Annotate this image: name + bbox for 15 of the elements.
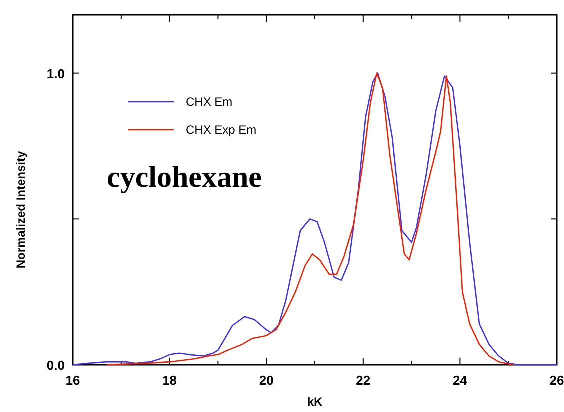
y-tick-label: 1.0 bbox=[46, 66, 65, 82]
y-axis-title: Normalized Intensity bbox=[14, 150, 28, 269]
x-tick-label: 18 bbox=[162, 373, 178, 388]
x-axis-title: kK bbox=[307, 395, 323, 409]
x-tick-label: 16 bbox=[66, 373, 80, 388]
legend-label: CHX Em bbox=[186, 95, 233, 109]
line-series bbox=[106, 72, 514, 366]
annotation: cyclohexane bbox=[107, 161, 262, 194]
x-tick-label: 20 bbox=[259, 373, 274, 388]
x-tick-label: 22 bbox=[356, 373, 371, 388]
line-series bbox=[72, 72, 558, 366]
y-tick-label: 0.0 bbox=[46, 358, 65, 373]
legend-label: CHX Exp Em bbox=[186, 123, 257, 137]
x-tick-label: 24 bbox=[452, 373, 468, 388]
x-tick-label: 26 bbox=[550, 373, 564, 388]
